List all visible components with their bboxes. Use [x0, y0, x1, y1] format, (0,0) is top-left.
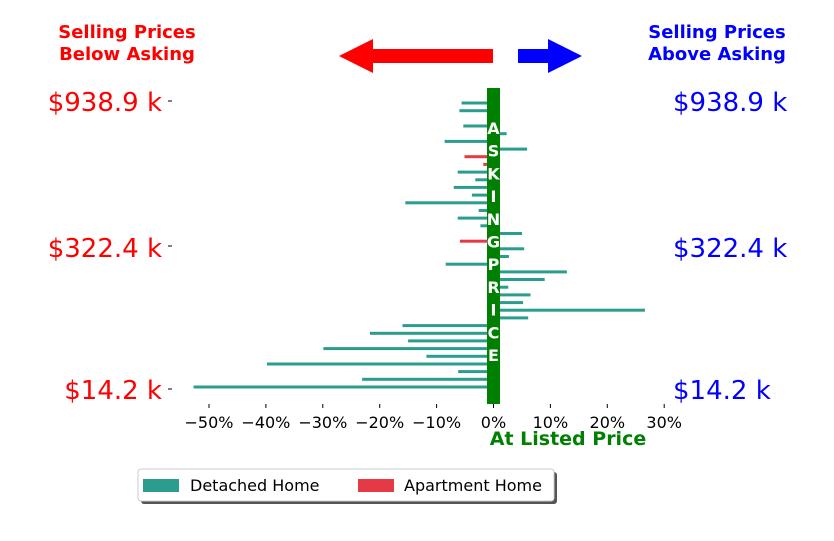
detached-bar: [475, 178, 494, 182]
left-arrow-icon: [339, 39, 493, 73]
detached-bar: [457, 216, 494, 220]
asking-price-letter: G: [487, 233, 500, 252]
detached-bar: [459, 109, 494, 113]
apartment-bar: [464, 155, 494, 159]
detached-bar: [493, 285, 509, 289]
header-left-line1: Selling Prices: [58, 22, 195, 43]
x-tick-label: 30%: [646, 413, 682, 432]
bars-group: [193, 101, 645, 389]
detached-bar: [493, 278, 545, 281]
legend-label-apartment: Apartment Home: [404, 476, 542, 495]
x-tick-label: 20%: [590, 413, 626, 432]
legend-box: [137, 468, 555, 502]
asking-price-band: [487, 88, 500, 404]
asking-price-letter: K: [487, 164, 500, 183]
x-tick-label: 0%: [481, 413, 506, 432]
x-tick-label: −30%: [298, 413, 347, 432]
detached-bar: [453, 185, 494, 189]
x-tick-label: −20%: [355, 413, 404, 432]
detached-bar: [480, 224, 494, 228]
right-arrow-icon: [518, 39, 582, 73]
detached-bar: [370, 331, 494, 335]
asking-price-letter: N: [487, 210, 500, 229]
x-tick-label: −10%: [412, 413, 461, 432]
detached-bar: [444, 139, 494, 143]
detached-bar: [323, 347, 494, 351]
legend-label-detached: Detached Home: [190, 476, 320, 495]
price-label-left-bottom: $14.2 k: [64, 376, 162, 406]
price-label-right-bottom: $14.2 k: [673, 376, 771, 406]
detached-bar: [426, 354, 494, 358]
detached-bar: [408, 339, 494, 343]
detached-bar: [267, 362, 494, 366]
asking-price-letter: A: [487, 119, 500, 138]
header-right-line2: Above Asking: [648, 44, 786, 65]
asking-price-letter: R: [487, 278, 499, 297]
detached-bar: [493, 232, 522, 235]
detached-bar: [362, 377, 494, 381]
asking-price-letter: I: [491, 301, 497, 320]
detached-bar: [405, 201, 494, 205]
x-tick-label: 10%: [533, 413, 569, 432]
detached-bar: [445, 262, 494, 266]
asking-price-letter: I: [491, 187, 497, 206]
apartment-bar: [459, 239, 494, 243]
detached-bar: [458, 370, 494, 374]
detached-bar: [463, 124, 494, 128]
detached-bar: [493, 255, 509, 258]
detached-bar: [493, 247, 525, 251]
asking-price-letter: E: [488, 346, 499, 365]
x-axis-label: At Listed Price: [490, 428, 646, 450]
asking-price-letter: S: [488, 142, 500, 161]
price-label-right-top: $938.9 k: [673, 88, 787, 118]
detached-bar: [493, 270, 567, 274]
x-tick-label: −50%: [185, 413, 234, 432]
detached-bar: [402, 324, 494, 328]
detached-bar: [493, 293, 531, 297]
detached-bar: [493, 316, 529, 320]
legend-swatch-detached: [143, 479, 179, 492]
legend: Detached Home Apartment Home: [137, 468, 557, 504]
price-label-right-mid: $322.4 k: [673, 234, 787, 264]
legend-swatch-apartment: [358, 479, 394, 492]
detached-bar: [493, 308, 645, 312]
detached-bar: [457, 170, 494, 174]
detached-bar: [461, 101, 494, 105]
asking-price-letter: P: [488, 255, 500, 274]
x-axis: −50% −40% −30% −20% −10% 0% 10% 20% 30%: [185, 404, 682, 432]
detached-bar: [493, 147, 528, 151]
header-left-line2: Below Asking: [59, 44, 195, 65]
detached-bar: [471, 193, 494, 197]
detached-bar: [493, 132, 507, 136]
asking-price-letter: C: [488, 323, 500, 342]
detached-bar: [193, 385, 494, 389]
x-tick-label: −40%: [241, 413, 290, 432]
price-label-left-top: $938.9 k: [48, 88, 162, 118]
price-label-left-mid: $322.4 k: [48, 234, 162, 264]
detached-bar: [493, 301, 524, 305]
detached-bar: [478, 209, 494, 212]
header-right-line1: Selling Prices: [648, 22, 785, 43]
